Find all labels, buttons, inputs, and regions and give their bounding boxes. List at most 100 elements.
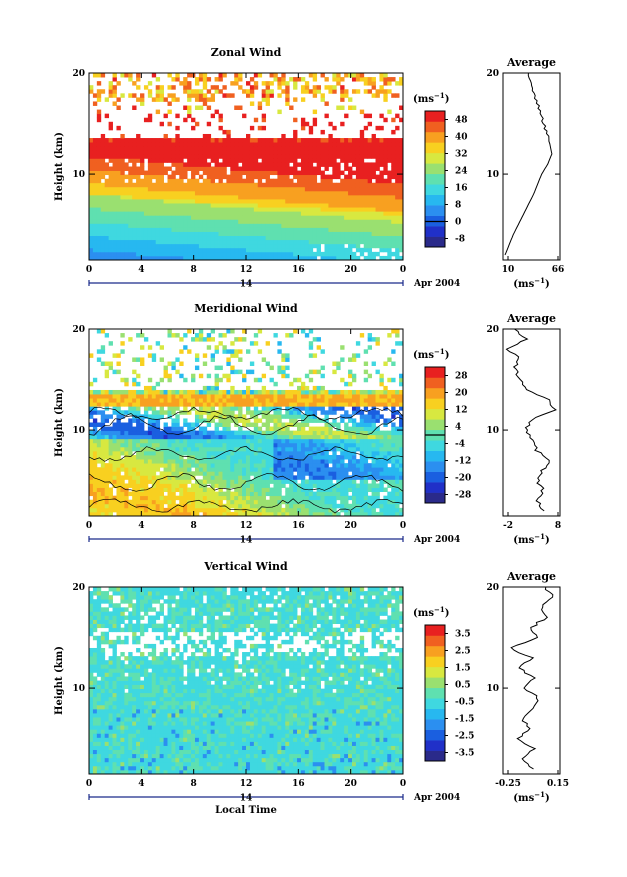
heatmap-cell: [148, 175, 152, 179]
heatmap-cell: [183, 439, 187, 443]
heatmap-cell: [101, 390, 105, 394]
colorbar-swatch: [425, 184, 445, 195]
heatmap-cell: [128, 240, 132, 244]
heatmap-cell: [203, 353, 207, 357]
heatmap-cell: [383, 97, 387, 101]
heatmap-cell: [183, 402, 187, 406]
heatmap-cell: [140, 219, 144, 223]
heatmap-cell: [336, 402, 340, 406]
heatmap-cell: [113, 455, 117, 459]
heatmap-cell: [317, 207, 321, 211]
heatmap-cell: [211, 236, 215, 240]
heatmap-cell: [215, 167, 219, 171]
heatmap-cell: [183, 479, 187, 483]
heatmap-cell: [124, 378, 128, 382]
heatmap-cell: [277, 183, 281, 187]
heatmap-cell: [156, 203, 160, 207]
heatmap-cell: [238, 418, 242, 422]
heatmap-cell: [183, 175, 187, 179]
heatmap-cell: [128, 431, 132, 435]
heatmap-cell: [171, 244, 175, 248]
heatmap-cell: [156, 89, 160, 93]
heatmap-cell: [160, 97, 164, 101]
heatmap-cell: [340, 171, 344, 175]
heatmap-cell: [101, 508, 105, 512]
heatmap-cell: [113, 402, 117, 406]
heatmap-cell: [156, 463, 160, 467]
heatmap-cell: [273, 500, 277, 504]
heatmap-cell: [195, 97, 199, 101]
heatmap-cell: [277, 195, 281, 199]
heatmap-cell: [215, 471, 219, 475]
heatmap-cell: [175, 126, 179, 130]
heatmap-cell: [191, 500, 195, 504]
heatmap-cell: [348, 240, 352, 244]
heatmap-cell: [195, 183, 199, 187]
heatmap-cell: [395, 138, 399, 142]
heatmap-cell: [113, 410, 117, 414]
heatmap-cell: [89, 150, 93, 154]
y-tick-label: 10: [72, 170, 85, 180]
heatmap-cell: [277, 162, 281, 166]
heatmap-cell: [266, 463, 270, 467]
heatmap-cell: [289, 463, 293, 467]
heatmap-cell: [124, 187, 128, 191]
heatmap-cell: [116, 394, 120, 398]
heatmap-cell: [179, 236, 183, 240]
heatmap-cell: [301, 227, 305, 231]
heatmap-cell: [250, 207, 254, 211]
heatmap-cell: [195, 203, 199, 207]
heatmap-cell: [187, 138, 191, 142]
heatmap-cell: [250, 167, 254, 171]
heatmap-cell: [254, 443, 258, 447]
heatmap-cell: [313, 93, 317, 97]
heatmap-cell: [325, 463, 329, 467]
heatmap-cell: [140, 162, 144, 166]
heatmap-cell: [297, 475, 301, 479]
heatmap-cell: [305, 150, 309, 154]
heatmap-cell: [187, 329, 191, 333]
heatmap-cell: [171, 248, 175, 252]
heatmap-cell: [195, 179, 199, 183]
heatmap-cell: [325, 451, 329, 455]
heatmap-cell: [230, 353, 234, 357]
heatmap-cell: [97, 236, 101, 240]
heatmap-cell: [144, 492, 148, 496]
heatmap-cell: [293, 191, 297, 195]
heatmap-cell: [136, 207, 140, 211]
heatmap-cell: [321, 191, 325, 195]
heatmap-cell: [281, 443, 285, 447]
heatmap-cell: [317, 248, 321, 252]
heatmap-cell: [262, 252, 266, 256]
heatmap-cell: [215, 240, 219, 244]
heatmap-cell: [270, 492, 274, 496]
heatmap-cell: [328, 179, 332, 183]
heatmap-cell: [109, 146, 113, 150]
heatmap-cell: [124, 211, 128, 215]
heatmap-cell: [207, 223, 211, 227]
heatmap-cell: [383, 73, 387, 77]
heatmap-cell: [101, 219, 105, 223]
heatmap-cell: [344, 240, 348, 244]
heatmap-cell: [136, 382, 140, 386]
heatmap-cell: [144, 435, 148, 439]
heatmap-cell: [171, 463, 175, 467]
heatmap-cell: [301, 427, 305, 431]
heatmap-cell: [203, 223, 207, 227]
heatmap-cell: [242, 467, 246, 471]
heatmap-cell: [175, 414, 179, 418]
heatmap-cell: [136, 227, 140, 231]
heatmap-cell: [250, 435, 254, 439]
heatmap-cell: [171, 435, 175, 439]
heatmap-cell: [277, 423, 281, 427]
heatmap-cell: [313, 236, 317, 240]
heatmap-cell: [364, 77, 368, 81]
heatmap-cell: [109, 191, 113, 195]
heatmap-cell: [222, 207, 226, 211]
heatmap-cell: [332, 223, 336, 227]
heatmap-cell: [387, 154, 391, 158]
heatmap-cell: [273, 219, 277, 223]
heatmap-cell: [195, 390, 199, 394]
heatmap-cell: [211, 252, 215, 256]
heatmap-cell: [179, 463, 183, 467]
